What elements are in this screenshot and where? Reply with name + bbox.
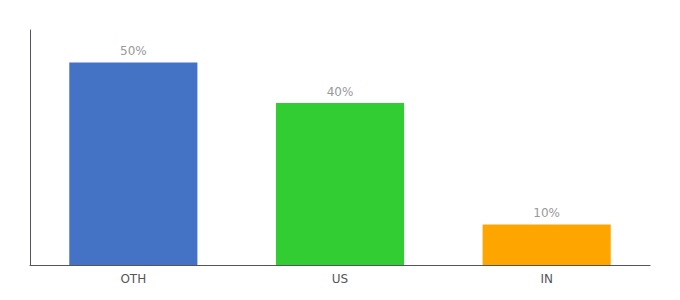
svg-text:IN: IN <box>540 272 553 286</box>
svg-text:OTH: OTH <box>120 272 146 286</box>
svg-text:10%: 10% <box>533 206 560 220</box>
svg-text:40%: 40% <box>327 85 354 99</box>
svg-text:US: US <box>332 272 348 286</box>
svg-text:50%: 50% <box>120 44 147 58</box>
